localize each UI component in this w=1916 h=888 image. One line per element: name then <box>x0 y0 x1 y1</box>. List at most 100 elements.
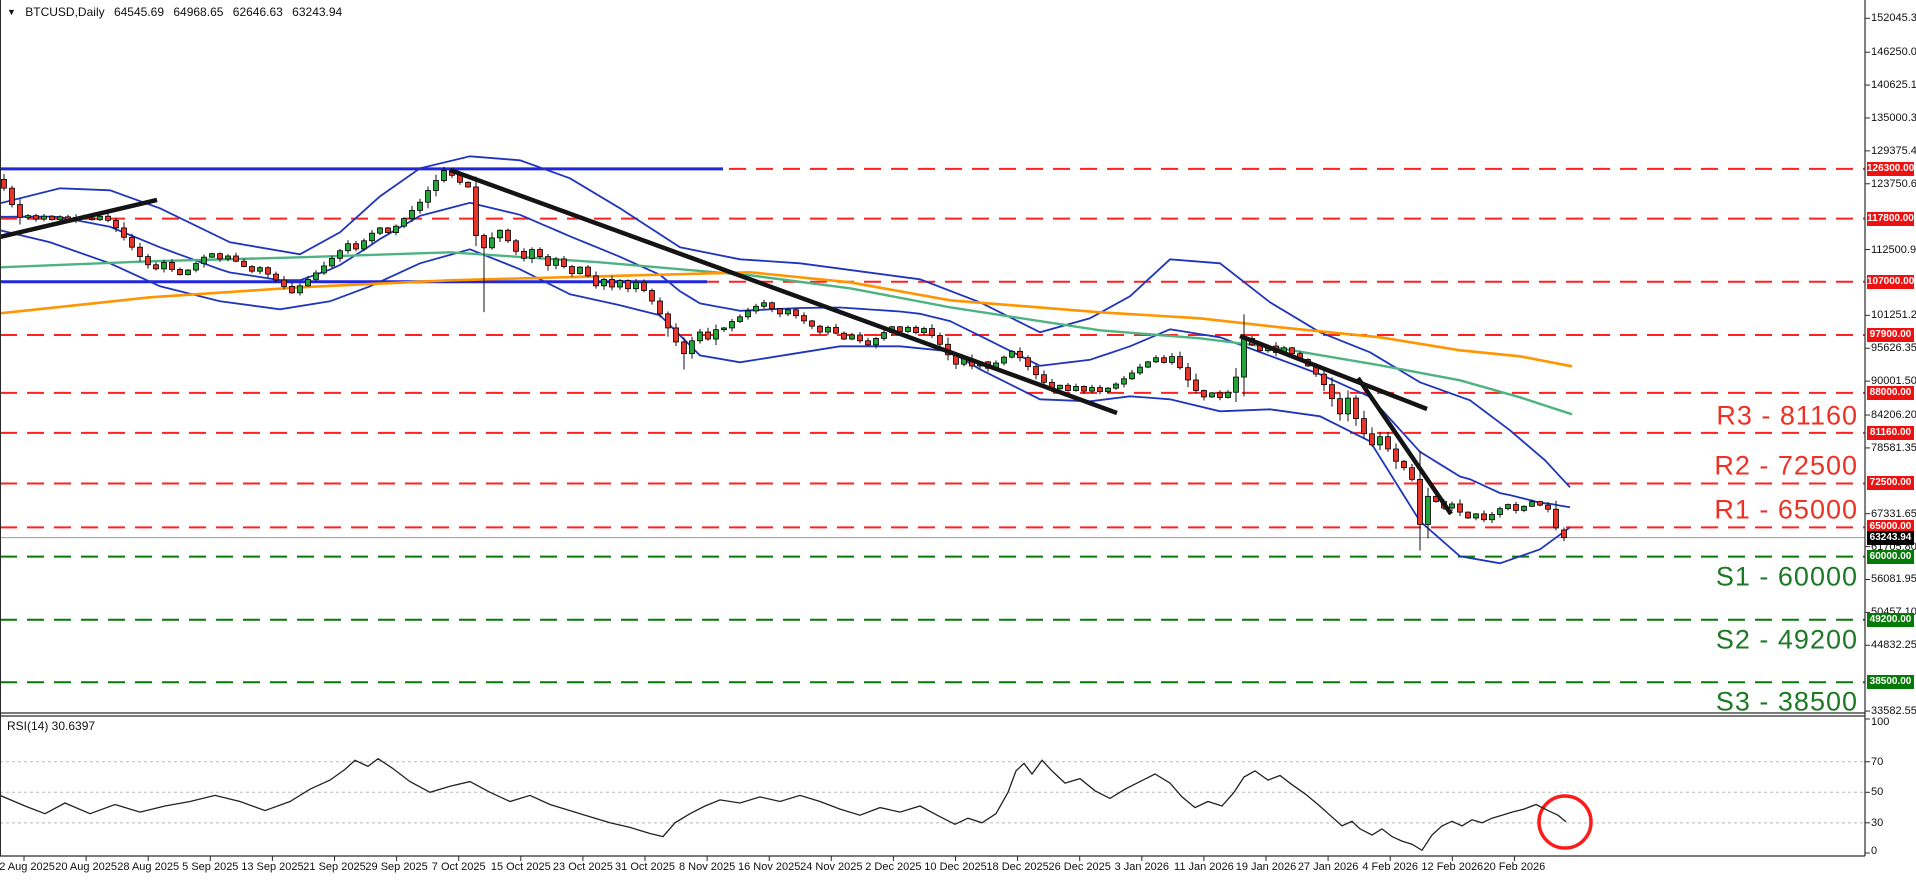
candle-bearish <box>521 250 527 259</box>
candle-bearish <box>481 235 487 249</box>
candle-bearish <box>17 204 23 218</box>
bollinger-upper-band <box>0 155 1571 488</box>
symbol-dropdown-icon[interactable]: ▼ <box>7 7 16 17</box>
price-tick-label: 123750.60 <box>1871 177 1916 190</box>
candle-bullish <box>921 328 927 334</box>
candle-bullish <box>697 331 703 342</box>
candle-bearish <box>937 335 943 345</box>
date-label[interactable]: 20 Feb 2026 <box>1483 861 1546 873</box>
candle-bearish <box>769 302 775 310</box>
candle-bearish <box>1361 418 1367 435</box>
price-box-resistance: 81160.00 <box>1867 425 1914 440</box>
candle-bullish <box>41 215 47 220</box>
date-label[interactable]: 31 Oct 2025 <box>615 861 675 873</box>
candle-bearish <box>681 341 687 355</box>
candle-bearish <box>1097 387 1103 393</box>
candle-bearish <box>1193 379 1199 391</box>
date-label[interactable]: 24 Nov 2025 <box>800 861 863 873</box>
date-label[interactable]: 20 Aug 2025 <box>55 861 117 873</box>
date-label[interactable]: 10 Dec 2025 <box>924 861 987 873</box>
date-label[interactable]: 28 Aug 2025 <box>117 861 180 873</box>
candle-bearish <box>353 243 359 250</box>
candle-bullish <box>1209 392 1215 398</box>
candle-bearish <box>1065 384 1071 391</box>
candle-bearish <box>49 215 55 221</box>
candle-bullish <box>345 243 351 252</box>
candle-bearish <box>1321 373 1327 386</box>
candle-bullish <box>553 258 559 266</box>
candle-bullish <box>1521 505 1527 511</box>
date-label[interactable]: 15 Oct 2025 <box>490 861 551 873</box>
date-label[interactable]: 16 Nov 2025 <box>737 861 801 873</box>
candle-bullish <box>617 280 623 288</box>
date-label[interactable]: 26 Dec 2025 <box>1048 861 1111 873</box>
candle-bearish <box>929 328 935 336</box>
candle-bullish <box>1505 504 1511 510</box>
candle-bearish <box>105 215 111 221</box>
candle-bearish <box>1201 390 1207 398</box>
moving-average-fast <box>0 251 1573 416</box>
candle-bearish <box>249 266 255 272</box>
candle-bearish <box>609 278 615 288</box>
rsi-tick-label: 100 <box>1871 716 1890 728</box>
price-tick-label: 84206.20 <box>1871 409 1916 422</box>
price-tick-label: 135000.30 <box>1871 111 1916 124</box>
candle-bearish <box>513 240 519 252</box>
candle-bearish <box>33 215 39 220</box>
trendline-1[interactable] <box>0 197 158 240</box>
candle-bullish <box>193 263 199 271</box>
date-label[interactable]: 19 Jan 2026 <box>1235 861 1297 873</box>
date-label[interactable]: 4 Feb 2026 <box>1362 861 1419 873</box>
candle-bearish <box>129 236 135 248</box>
date-label[interactable]: 21 Sep 2025 <box>303 861 366 873</box>
date-label[interactable]: 29 Sep 2025 <box>365 861 428 873</box>
date-label[interactable]: 2 Dec 2025 <box>865 861 922 873</box>
candle-bearish <box>913 326 919 334</box>
candle-bearish <box>1081 386 1087 392</box>
candle-bearish <box>1561 529 1567 539</box>
date-label[interactable]: 18 Dec 2025 <box>986 861 1049 873</box>
level-label-r3: R3 - 81160 <box>1716 400 1858 431</box>
date-label[interactable]: 7 Oct 2025 <box>431 861 486 873</box>
candle-bullish <box>633 281 639 290</box>
candle-bearish <box>1465 511 1471 519</box>
candle-bullish <box>1345 397 1351 415</box>
rsi-panel <box>0 761 1865 850</box>
date-label[interactable]: 8 Nov 2025 <box>678 861 736 873</box>
candle-bearish <box>1337 398 1343 415</box>
chart-title: ▼ BTCUSD,Daily 64545.69 64968.65 62646.6… <box>7 5 348 19</box>
candle-bullish <box>25 215 31 218</box>
candle-bearish <box>593 275 599 287</box>
date-label[interactable]: 12 Aug 2025 <box>0 861 55 873</box>
candle-bearish <box>1217 392 1223 398</box>
candle-bearish <box>569 266 575 274</box>
candle-bullish <box>1001 356 1007 364</box>
price-tick-label: 129375.45 <box>1871 144 1916 157</box>
candle-bullish <box>1113 383 1119 389</box>
date-label[interactable]: 3 Jan 2026 <box>1114 861 1170 873</box>
trendline-3[interactable] <box>1239 333 1428 412</box>
trendline-2[interactable] <box>449 167 1118 416</box>
rsi-indicator-label: RSI(14) 30.6397 <box>7 719 96 733</box>
price-tick-label: 112500.90 <box>1871 243 1916 256</box>
candle-bullish <box>721 327 727 331</box>
date-label[interactable]: 27 Jan 2026 <box>1297 861 1359 873</box>
date-label[interactable]: 12 Feb 2026 <box>1421 861 1484 873</box>
candle-bearish <box>1177 356 1183 369</box>
rsi-highlight-circle[interactable] <box>1537 794 1593 850</box>
date-label[interactable]: 13 Sep 2025 <box>241 861 304 873</box>
trendline-4[interactable] <box>1356 376 1453 516</box>
candle-bearish <box>1481 513 1487 521</box>
level-label-s2: S2 - 49200 <box>1715 624 1858 655</box>
candle-bearish <box>841 332 847 340</box>
candle-bearish <box>1025 357 1031 367</box>
date-label[interactable]: 5 Sep 2025 <box>182 861 239 873</box>
price-tick-label: 95626.35 <box>1871 342 1916 355</box>
date-label[interactable]: 23 Oct 2025 <box>552 861 613 873</box>
date-label[interactable]: 11 Jan 2026 <box>1174 861 1234 873</box>
candle-bullish <box>433 180 439 191</box>
candle-bearish <box>177 269 183 276</box>
candle-bearish <box>1185 367 1191 381</box>
price-tick-label: 101251.20 <box>1871 309 1916 322</box>
